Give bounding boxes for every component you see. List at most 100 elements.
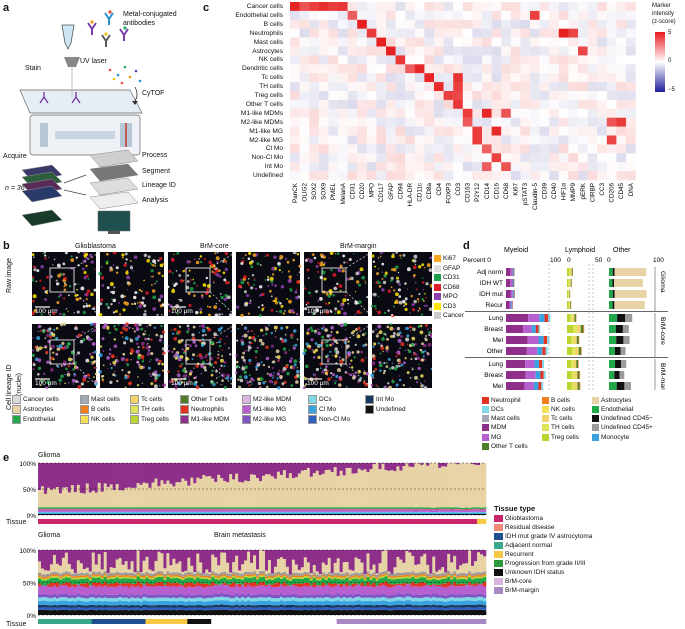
stacked-bar-segment — [127, 598, 131, 602]
heatmap-col-label: GFAP — [388, 183, 395, 200]
stacked-bar-segment — [100, 607, 105, 611]
tissue-strip-cell — [366, 619, 370, 624]
heatmap-cell — [472, 64, 483, 74]
stacked-bar-segment — [157, 463, 161, 487]
stacked-bar-segment — [220, 513, 224, 515]
stacked-bar-segment — [52, 555, 57, 572]
legend-swatch — [542, 415, 549, 423]
stacked-bar-segment — [396, 576, 400, 579]
heatmap-cell — [606, 126, 617, 136]
stacked-bar-segment — [396, 550, 400, 558]
stacked-bar-segment — [285, 463, 290, 478]
heatmap-cell — [539, 153, 550, 163]
stacked-bar-segment — [112, 586, 116, 595]
stacked-bar-segment — [61, 507, 66, 509]
tissue-strip-cell — [288, 519, 293, 524]
stacked-bar-segment — [420, 594, 424, 598]
stacked-bar-segment — [142, 560, 146, 574]
tissue-strip-cell — [279, 519, 284, 524]
heatmap-cell — [338, 82, 348, 92]
stacked-bar-segment — [85, 607, 90, 611]
stacked-bar-segment — [312, 598, 317, 602]
stacked-bar-segment — [477, 593, 481, 597]
tissue-strip-cell — [417, 519, 421, 524]
stacked-bar-segment — [106, 513, 110, 515]
stacked-bar-segment — [372, 564, 376, 573]
stacked-bar-segment — [73, 579, 78, 585]
heatmap-cell — [520, 28, 531, 38]
heatmap-cell — [549, 64, 559, 74]
stacked-bar-segment — [288, 600, 293, 606]
tissue-strip-cell — [429, 619, 433, 624]
stacked-bar-segment — [444, 587, 448, 596]
stacked-bar-segment — [336, 596, 340, 601]
stacked-bar-segment — [148, 586, 152, 595]
heatmap-cell — [616, 126, 627, 136]
stacked-bar-segment — [282, 586, 287, 595]
stacked-bar-segment — [468, 575, 472, 578]
legend-swatch — [542, 396, 549, 404]
tissue-strip-cell — [100, 519, 105, 524]
stacked-bar-segment — [160, 508, 164, 510]
heatmap-cell — [520, 19, 531, 29]
stacked-bar-segment — [330, 471, 334, 508]
stacked-bar-segment — [193, 601, 197, 606]
stacked-bar-segment — [97, 607, 102, 610]
stacked-bar-segment — [43, 585, 48, 594]
heatmap-cell — [549, 46, 559, 56]
stacked-bar-segment — [91, 585, 96, 594]
stacked-bar-segment — [115, 594, 119, 599]
stacked-bar-segment — [52, 593, 57, 598]
stacked-bar-segment — [52, 582, 57, 586]
heatmap-cell — [299, 37, 310, 47]
stacked-bar-segment — [142, 607, 146, 610]
tissue-strip-cell — [390, 619, 394, 624]
stacked-bar-segment — [273, 607, 278, 611]
lineage-legend-item: Non-Cl Mo — [308, 414, 351, 424]
stacked-bar-segment — [399, 600, 403, 605]
heatmap-cell — [568, 117, 579, 127]
stacked-bar-segment — [372, 576, 376, 579]
stacked-bar-segment — [369, 605, 373, 608]
stacked-bar-segment — [238, 605, 242, 608]
stacked-bar-segment — [88, 585, 93, 595]
stacked-bar-segment — [300, 573, 305, 576]
stacked-bar-segment — [64, 511, 69, 513]
stacked-bar-segment — [273, 513, 278, 515]
stacked-bar-segment — [175, 463, 179, 483]
stacked-bar-segment — [357, 513, 361, 515]
stacked-bar-segment — [142, 600, 146, 605]
stacked-bar-segment — [130, 577, 134, 579]
stacked-bar-segment — [220, 507, 224, 509]
stacked-bar-segment — [46, 577, 51, 580]
stacked-bar-segment — [82, 512, 87, 514]
heatmap-cell — [366, 144, 377, 154]
stacked-bar-segment — [432, 607, 436, 610]
stacked-bar-segment — [423, 511, 427, 513]
tissue-strip-cell — [187, 519, 191, 524]
stacked-bar-segment — [160, 600, 164, 606]
legend-text: Non-Cl Mo — [319, 415, 351, 423]
stacked-bar-segment — [244, 575, 248, 578]
stacked-bar-segment — [64, 463, 69, 488]
legend-swatch — [180, 414, 189, 424]
heatmap-cell — [597, 91, 607, 101]
heatmap-cell — [414, 37, 425, 47]
stacked-bar-segment — [118, 509, 122, 512]
stacked-bar-segment — [465, 577, 469, 580]
bar-segment — [580, 347, 582, 355]
stacked-bar-segment — [103, 507, 107, 509]
heatmap-col-label: HIF1α — [561, 183, 568, 201]
heatmap-cell — [549, 99, 559, 109]
legend-swatch — [482, 433, 489, 441]
heatmap-cell — [626, 108, 636, 118]
stacked-bar-segment — [306, 607, 311, 611]
stacked-bar-segment — [306, 582, 311, 587]
stacked-bar-segment — [267, 596, 272, 601]
stacked-bar-segment — [363, 580, 367, 586]
stacked-bar-segment — [262, 607, 266, 610]
stacked-bar-segment — [450, 593, 454, 598]
stacked-bar-segment — [477, 465, 481, 508]
heatmap-cell — [558, 10, 569, 20]
stacked-bar-segment — [339, 601, 343, 606]
